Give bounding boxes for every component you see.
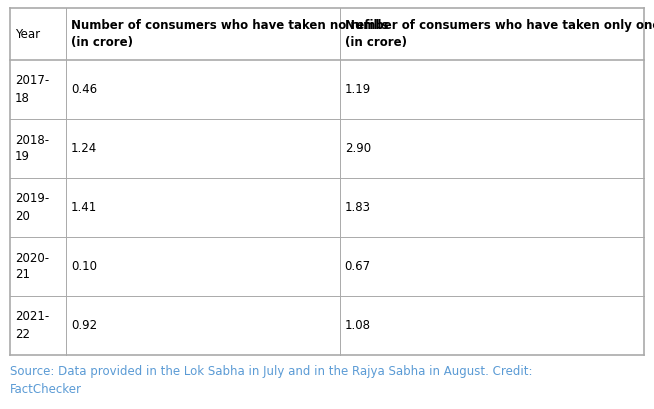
Text: 2018-
19: 2018- 19 xyxy=(15,133,49,164)
Text: 2.90: 2.90 xyxy=(345,142,371,155)
Text: 0.67: 0.67 xyxy=(345,260,371,273)
Text: Number of consumers who have taken no refills
(in crore): Number of consumers who have taken no re… xyxy=(71,19,388,49)
Text: 2020-
21: 2020- 21 xyxy=(15,252,49,281)
Text: 2019-
20: 2019- 20 xyxy=(15,193,49,222)
Text: 0.10: 0.10 xyxy=(71,260,97,273)
Text: 1.08: 1.08 xyxy=(345,319,371,332)
Text: Year: Year xyxy=(15,27,40,40)
Text: 0.92: 0.92 xyxy=(71,319,97,332)
Text: 2021-
22: 2021- 22 xyxy=(15,310,49,341)
Text: 0.46: 0.46 xyxy=(71,83,97,96)
Text: Number of consumers who have taken only one refill
(in crore): Number of consumers who have taken only … xyxy=(345,19,654,49)
Text: 2017-
18: 2017- 18 xyxy=(15,74,49,105)
Text: 1.83: 1.83 xyxy=(345,201,371,214)
Text: Source: Data provided in the Lok Sabha in July and in the Rajya Sabha in August.: Source: Data provided in the Lok Sabha i… xyxy=(10,365,532,396)
Text: 1.24: 1.24 xyxy=(71,142,97,155)
Text: 1.19: 1.19 xyxy=(345,83,371,96)
Text: 1.41: 1.41 xyxy=(71,201,97,214)
